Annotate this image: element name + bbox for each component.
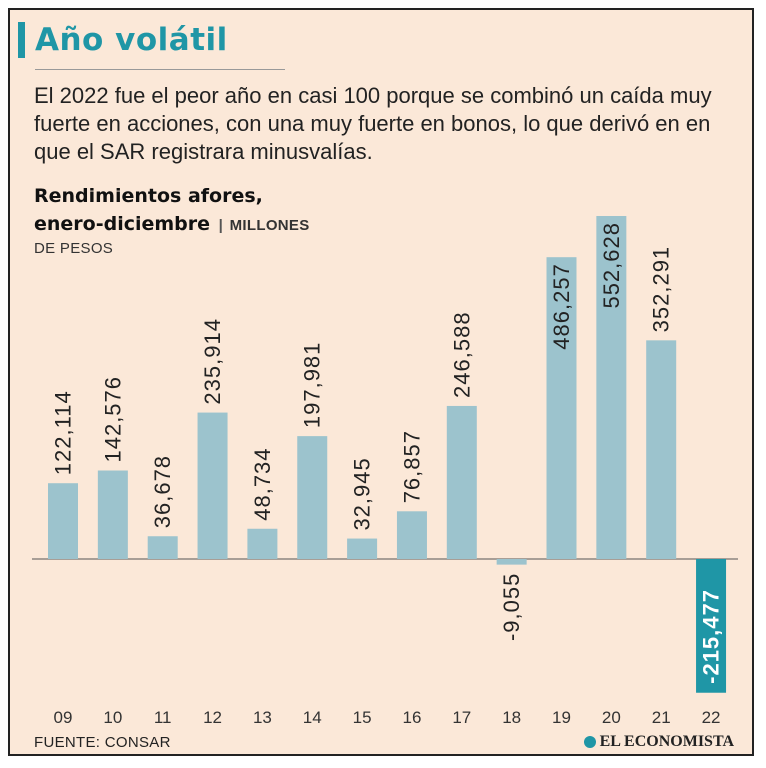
value-label-13: 48,734 bbox=[250, 447, 275, 520]
title-row: Año volátil bbox=[18, 22, 228, 58]
infographic-frame: Año volátil El 2022 fue el peor año en c… bbox=[8, 8, 754, 756]
value-label-11: 36,678 bbox=[150, 455, 175, 528]
category-label-22: 22 bbox=[702, 708, 721, 727]
bar-09 bbox=[48, 483, 78, 559]
brand-name: EL ECONOMISTA bbox=[599, 733, 734, 750]
units-row1: | MILLONES bbox=[217, 217, 310, 234]
category-label-18: 18 bbox=[502, 708, 521, 727]
bar-16 bbox=[396, 511, 427, 559]
category-label-12: 12 bbox=[203, 708, 222, 727]
value-label-15: 32,945 bbox=[350, 457, 375, 530]
bar-22 bbox=[696, 559, 727, 693]
units-part2: DE PESOS bbox=[34, 240, 114, 257]
bar-21 bbox=[646, 340, 677, 559]
category-label-13: 13 bbox=[253, 708, 272, 727]
page-subtitle: El 2022 fue el peor año en casi 100 porq… bbox=[34, 83, 712, 164]
value-label-17: 246,588 bbox=[449, 311, 474, 398]
value-label-21: 352,291 bbox=[649, 246, 674, 333]
category-label-20: 20 bbox=[602, 708, 621, 727]
title-accent-bar bbox=[18, 22, 25, 58]
value-label-18: -9,055 bbox=[499, 573, 524, 641]
bar-20 bbox=[596, 216, 627, 559]
category-label-09: 09 bbox=[54, 708, 73, 727]
brand: EL ECONOMISTA bbox=[583, 733, 734, 751]
value-label-20: 552,628 bbox=[599, 222, 624, 309]
title-underline bbox=[35, 69, 285, 70]
units-separator: | bbox=[218, 217, 224, 234]
source-note: FUENTE: CONSAR bbox=[34, 734, 171, 751]
el-economista-logo-icon bbox=[583, 736, 596, 748]
value-label-09: 122,114 bbox=[51, 390, 76, 475]
chart-title-line2-row: enero-diciembre | MILLONES bbox=[34, 210, 354, 240]
bar-18 bbox=[496, 559, 527, 565]
category-label-14: 14 bbox=[303, 708, 322, 727]
chart-heading: Rendimientos afores, enero-diciembre | M… bbox=[34, 182, 354, 257]
category-label-19: 19 bbox=[552, 708, 571, 727]
chart-title-line2: enero-diciembre bbox=[34, 213, 211, 235]
value-label-19: 486,257 bbox=[549, 263, 574, 350]
units-part1: MILLONES bbox=[229, 217, 310, 234]
category-label-21: 21 bbox=[652, 708, 671, 727]
bar-17 bbox=[446, 405, 477, 559]
bar-13 bbox=[247, 528, 278, 559]
category-label-16: 16 bbox=[402, 708, 421, 727]
bar-14 bbox=[297, 436, 328, 559]
value-label-10: 142,576 bbox=[100, 376, 125, 463]
page-title: Año volátil bbox=[35, 22, 228, 58]
bar-chart: 122,114 09 142,576 10 36,678 11 235,914 12 48,73… bbox=[32, 216, 738, 727]
bar-15 bbox=[347, 538, 378, 559]
value-label-22: -215,477 bbox=[699, 589, 724, 684]
category-label-11: 11 bbox=[154, 708, 172, 727]
bar-11 bbox=[147, 536, 178, 559]
bar-10 bbox=[97, 470, 128, 559]
chart-title-line1: Rendimientos afores, bbox=[34, 185, 263, 207]
value-label-12: 235,914 bbox=[200, 318, 225, 405]
value-label-16: 76,857 bbox=[399, 430, 424, 503]
category-label-15: 15 bbox=[353, 708, 372, 727]
bar-12 bbox=[197, 412, 228, 559]
value-label-14: 197,981 bbox=[300, 342, 325, 429]
bar-19 bbox=[546, 257, 577, 559]
category-label-17: 17 bbox=[452, 708, 471, 727]
category-label-10: 10 bbox=[103, 708, 122, 727]
